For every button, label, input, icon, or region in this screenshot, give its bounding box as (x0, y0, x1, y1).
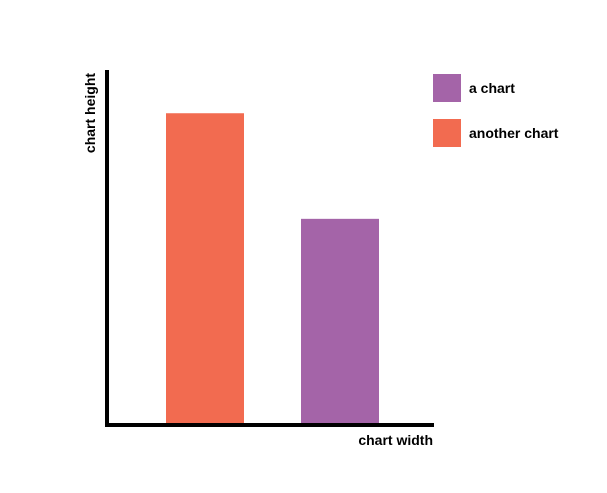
bars-group (166, 113, 379, 424)
legend-swatch-another-chart (433, 119, 461, 147)
bar-a-chart (301, 218, 379, 423)
x-axis-label: chart width (358, 432, 433, 448)
legend-label-a-chart: a chart (469, 80, 515, 96)
legend: a chart another chart (433, 74, 559, 147)
bar-another-chart (166, 113, 244, 424)
legend-swatch-a-chart (433, 74, 461, 102)
legend-label-another-chart: another chart (469, 125, 559, 141)
y-axis-label: chart height (82, 73, 98, 153)
